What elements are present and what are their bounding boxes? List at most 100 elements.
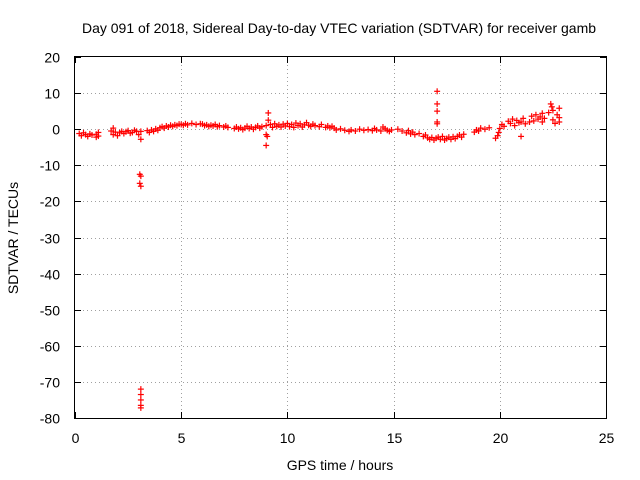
x-tick-label-5: 25	[599, 430, 615, 446]
data-point	[284, 120, 291, 127]
data-point	[135, 131, 142, 138]
data-point	[137, 396, 144, 403]
y-tick-label-1: 10	[44, 86, 60, 102]
data-point	[501, 123, 508, 130]
data-point	[507, 120, 514, 127]
y-tick-label-5: -30	[40, 231, 60, 247]
data-point	[188, 120, 195, 127]
data-point	[541, 115, 548, 122]
data-point	[348, 126, 355, 133]
data-point	[110, 125, 117, 132]
data-point	[341, 127, 348, 134]
x-tick-label-2: 10	[280, 430, 296, 446]
data-points	[76, 88, 563, 411]
data-point	[532, 111, 539, 118]
data-point	[377, 128, 384, 135]
data-point	[520, 115, 527, 122]
data-point	[269, 124, 276, 131]
data-point	[137, 128, 144, 135]
data-point	[193, 121, 200, 128]
y-tick-label-9: -70	[40, 375, 60, 391]
data-point	[318, 121, 325, 128]
data-point	[373, 126, 380, 133]
data-point	[460, 131, 467, 138]
data-point	[411, 131, 418, 138]
axis-ticks: 0 5 10 15 20 25 20 10 0 -10 -20 -30 -40 -50 -60 -70 -80	[40, 50, 615, 447]
data-point	[216, 122, 223, 129]
data-point	[263, 142, 270, 149]
data-point	[137, 173, 144, 180]
data-point	[290, 124, 297, 131]
data-point	[545, 109, 552, 116]
plot-frame	[74, 56, 607, 419]
data-point	[486, 124, 493, 131]
data-point	[495, 129, 502, 136]
data-point	[481, 126, 488, 133]
data-point	[439, 133, 446, 140]
data-point	[416, 130, 423, 137]
data-point	[496, 125, 503, 132]
data-point	[539, 110, 546, 117]
data-point	[137, 391, 144, 398]
data-point	[477, 125, 484, 132]
x-tick-label-1: 5	[178, 430, 186, 446]
data-point	[405, 127, 412, 134]
data-point	[184, 121, 191, 128]
data-point	[137, 386, 144, 393]
data-point	[312, 122, 319, 129]
y-tick-label-7: -50	[40, 303, 60, 319]
y-tick-label-2: 0	[52, 122, 60, 138]
data-point	[360, 127, 367, 134]
data-point	[352, 128, 359, 135]
data-point	[509, 116, 516, 123]
y-tick-label-3: -10	[40, 158, 60, 174]
data-point	[333, 126, 340, 133]
data-point	[526, 118, 533, 125]
data-point	[434, 108, 441, 115]
data-point	[518, 118, 525, 125]
data-point	[556, 114, 563, 121]
data-point	[265, 117, 272, 124]
data-point	[137, 183, 144, 190]
data-point	[388, 126, 395, 133]
y-tick-label-4: -20	[40, 194, 60, 210]
y-axis-label: SDTVAR / TECUs	[5, 182, 21, 294]
data-point	[263, 122, 270, 129]
data-point	[511, 122, 518, 129]
data-point	[224, 124, 231, 131]
data-point	[434, 120, 441, 127]
data-point	[528, 113, 535, 120]
data-point	[539, 118, 546, 125]
y-tick-label-8: -60	[40, 339, 60, 355]
data-point	[537, 113, 544, 120]
data-point	[258, 123, 265, 130]
data-point	[556, 105, 563, 112]
grid	[75, 57, 606, 418]
data-point	[95, 129, 102, 136]
y-tick-label-6: -40	[40, 267, 60, 283]
y-tick-label-10: -80	[40, 411, 60, 427]
y-tick-label-0: 20	[44, 50, 60, 66]
data-point	[136, 180, 143, 187]
chart-title: Day 091 of 2018, Sidereal Day-to-day VTE…	[82, 20, 596, 36]
x-axis-label: GPS time / hours	[287, 457, 394, 473]
data-point	[394, 126, 401, 133]
x-tick-label-4: 20	[493, 430, 509, 446]
data-point	[494, 132, 501, 139]
data-point	[549, 107, 556, 114]
data-point	[434, 100, 441, 107]
data-point	[399, 128, 406, 135]
x-tick-label-0: 0	[72, 430, 80, 446]
data-point	[548, 103, 555, 110]
data-point	[522, 120, 529, 127]
data-point	[137, 404, 144, 411]
x-tick-label-3: 15	[387, 430, 403, 446]
data-point	[547, 100, 554, 107]
data-point	[88, 131, 95, 138]
data-point	[112, 129, 119, 136]
data-point	[552, 120, 559, 127]
data-point	[365, 126, 372, 133]
data-point	[356, 126, 363, 133]
